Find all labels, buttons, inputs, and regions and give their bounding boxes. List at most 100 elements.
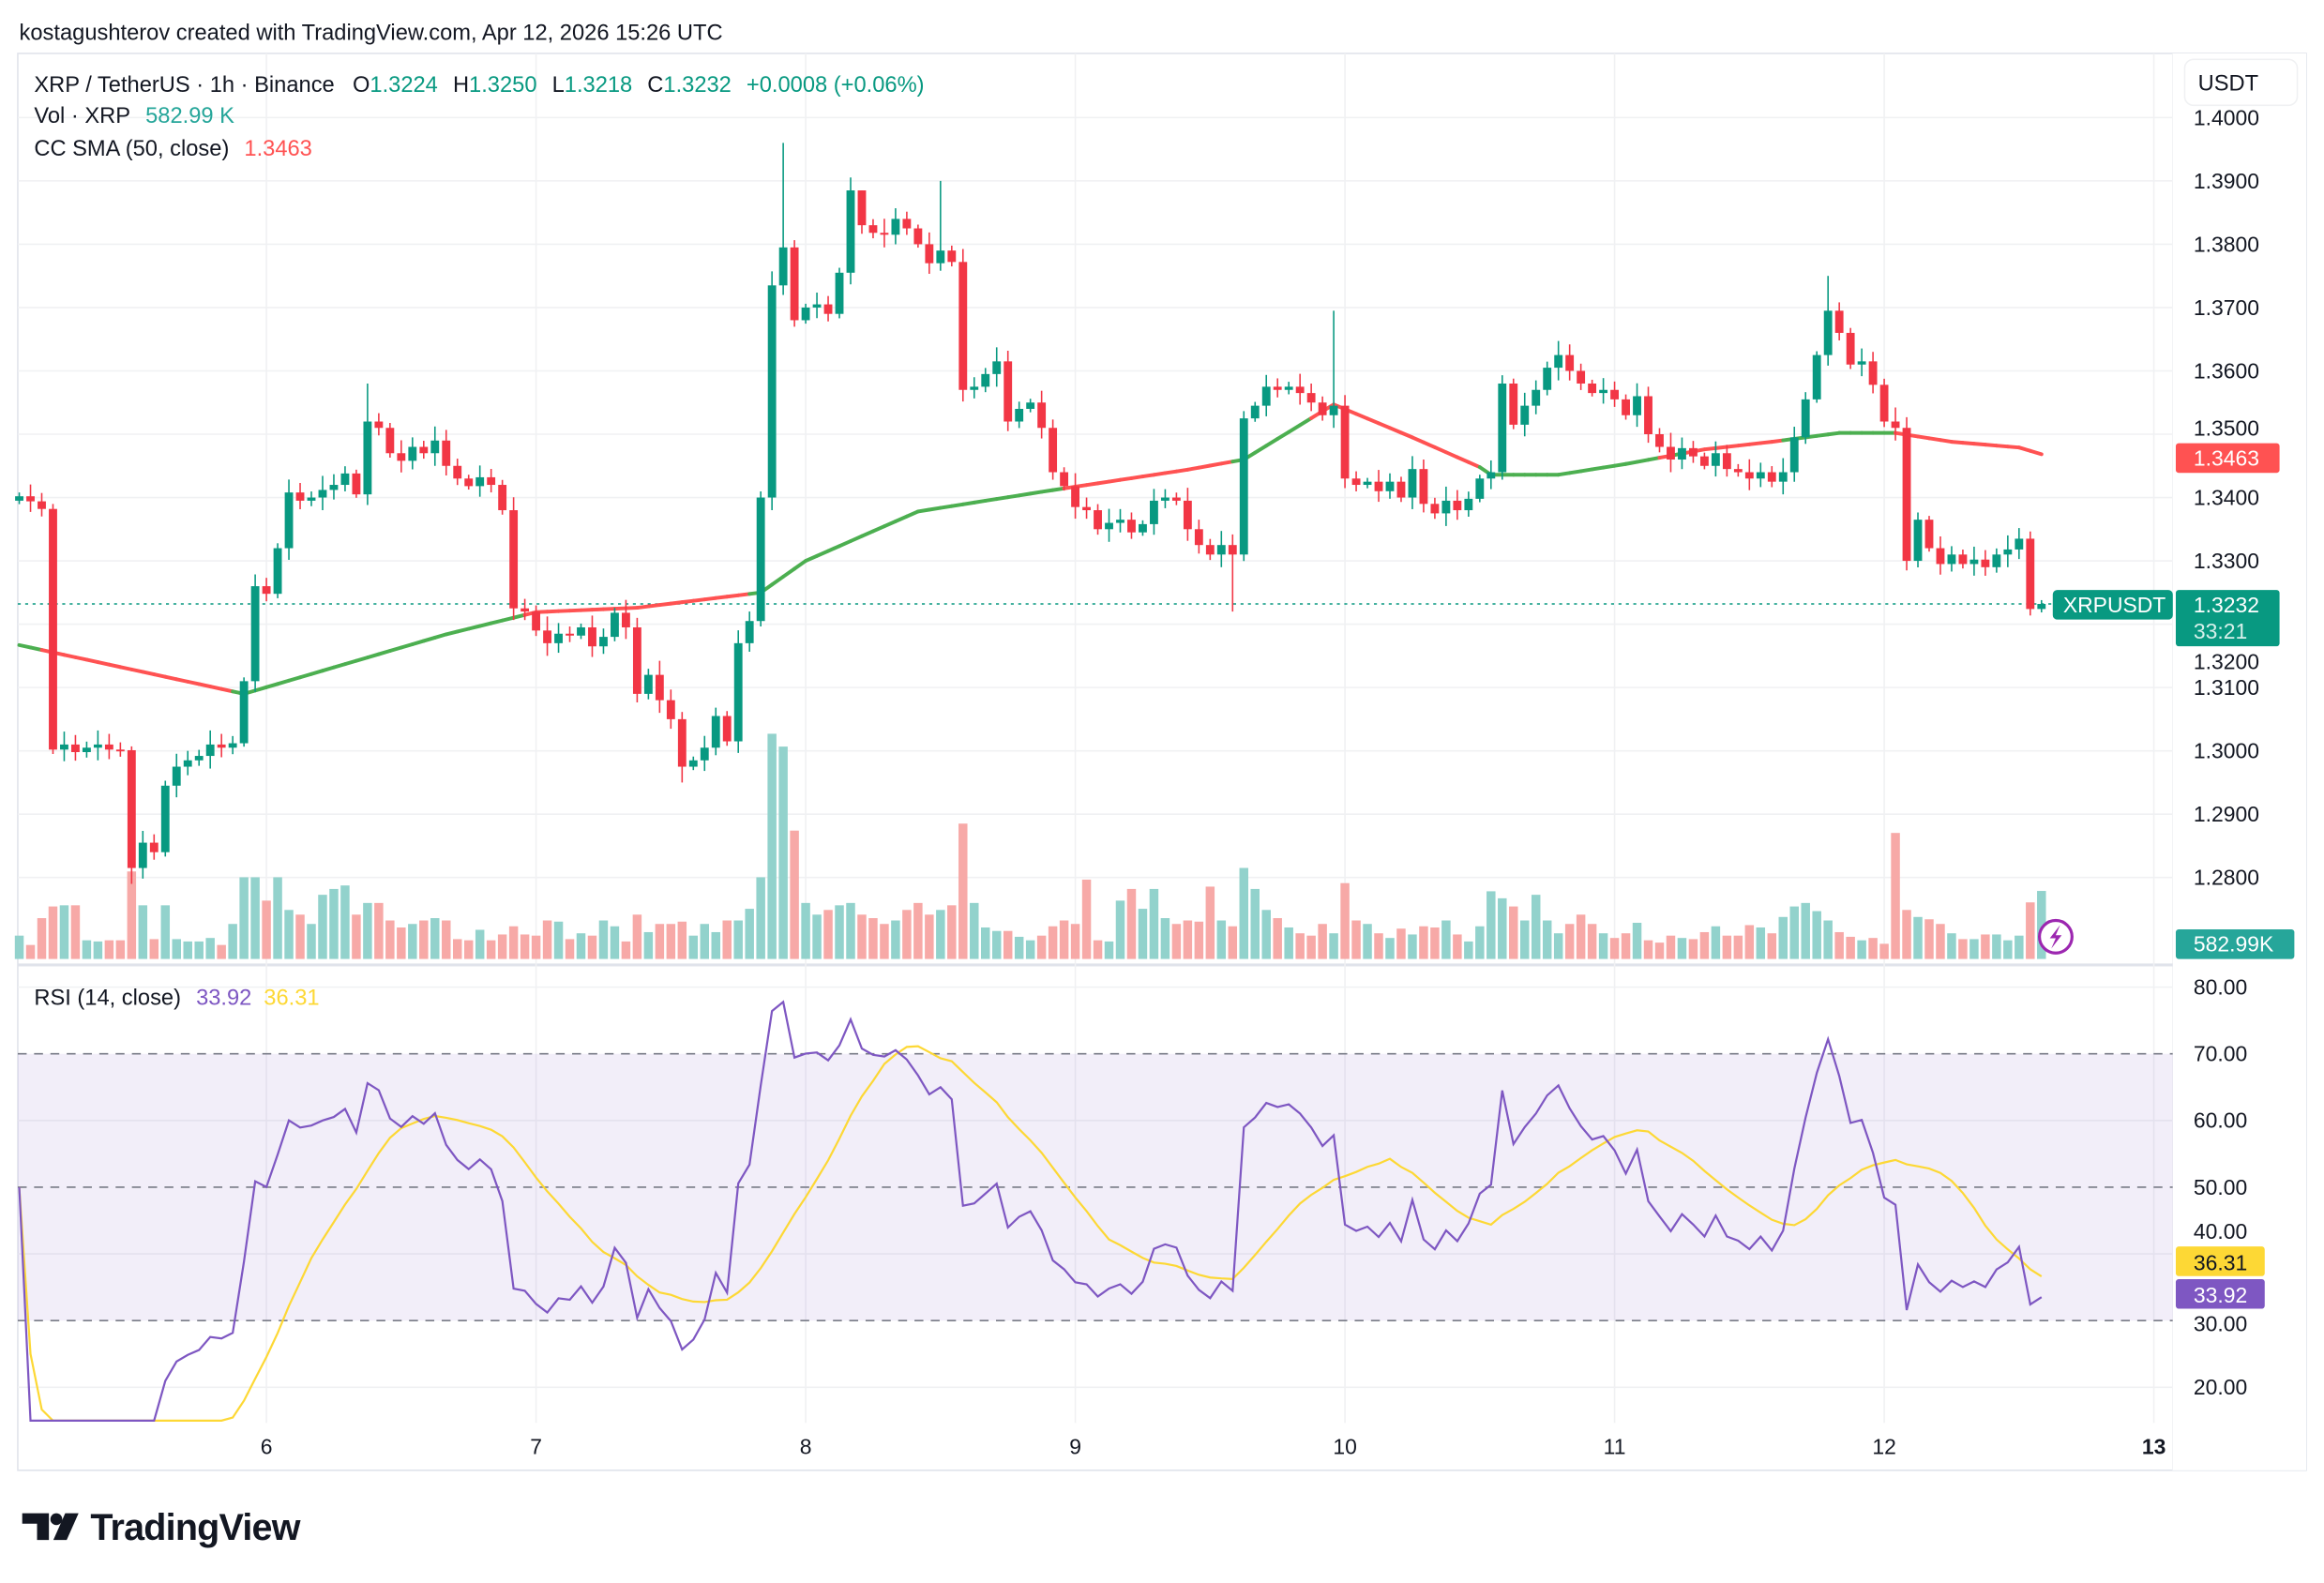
rsi-tick-label: 50.00 [2194,1175,2247,1199]
volume-bar [1564,924,1575,959]
candle [2003,535,2013,567]
sma-segment [1826,430,1842,437]
candle-body [1127,520,1136,533]
volume-bar [1902,910,1911,959]
candle-body [340,473,350,486]
sma-segment [152,672,168,679]
candle [1194,520,1203,554]
time-axis[interactable]: 6 7 8 9 10 11 12 13 [261,1434,2166,1458]
candle-body [913,228,923,245]
price-tick-label: 1.3200 [2194,649,2259,673]
candle [1846,327,1855,369]
candle [1801,392,1810,445]
candle [1767,466,1776,488]
candle-body [38,501,46,509]
legend-symbol: XRP / TetherUS · 1h · Binance [34,73,334,98]
volume-bar [2015,935,2024,959]
volume-bar [1643,940,1653,959]
sma-segment [287,675,302,683]
candle-body [790,247,799,321]
candle [1699,452,1709,470]
price-badge-text: 1.3232 [2194,593,2259,617]
sma-segment [1366,416,1381,426]
volume-bar [1419,926,1428,959]
candle-body [1936,548,1945,565]
volume-bar [520,934,530,959]
candle [149,834,158,860]
candle [1026,399,1035,413]
volume-bar [733,920,743,959]
candle-body [307,497,316,501]
candle [49,504,57,755]
volume-bar [745,909,754,959]
sma-segment [208,685,224,691]
rsi-value: 33.92 [196,987,251,1011]
sma-segment [1039,488,1055,494]
candle [228,735,237,755]
candle [823,295,833,322]
candle-body [1396,481,1406,498]
candle [1969,546,1979,576]
volume-bar [1093,940,1103,959]
candle [1408,456,1417,509]
candle-body [26,496,35,502]
volume-bar [688,935,699,959]
candle-body [217,744,226,748]
candle [205,730,215,769]
volume-bar [565,939,575,959]
volume-bar [93,941,103,959]
candle-body [509,510,519,609]
candle [846,177,855,285]
candle-body [329,485,339,490]
candle [1744,459,1754,490]
candle-body [2015,538,2024,550]
sma-segment [1174,467,1190,474]
volume-bar [576,933,586,959]
candle-body [1071,486,1080,507]
sma-segment [1421,440,1437,449]
sma-segment [432,632,448,640]
candle [745,611,754,652]
volume-bar [1654,942,1665,959]
candle-body [1823,310,1833,355]
lightning-icon[interactable] [2037,918,2074,955]
volume-bar [1632,923,1642,959]
day-tick-label: 10 [1333,1434,1356,1458]
sma-segment [1815,432,1831,438]
sma-segment [1264,437,1280,448]
legend-sma[interactable]: CC SMA (50, close) 1.3463 [34,137,312,161]
sma-segment [96,660,112,667]
candle-body [475,476,485,487]
candle [1667,432,1675,473]
candle-body [1801,399,1810,438]
candle-body [419,446,429,454]
volume-bar [1453,934,1462,959]
volume-bar [868,918,878,959]
sma-segment [635,604,651,611]
candle-body [1711,453,1720,466]
volume-bar [2003,940,2013,959]
candle [363,383,372,505]
legend-rsi[interactable]: RSI (14, close) 33.92 36.31 [34,987,319,1011]
tradingview-logo[interactable]: TradingView [22,1507,302,1548]
sma-segment [1927,436,1942,443]
sma-segment [342,658,358,667]
currency-button[interactable] [2183,58,2299,107]
candle [509,497,519,621]
legend-volume[interactable]: Vol · XRP 582.99 K [34,104,234,128]
candle-body [1498,383,1507,473]
volume-bar [1823,920,1833,959]
candle [1037,390,1047,439]
price-axis[interactable] [2172,53,2307,1470]
volume-bar [508,926,519,959]
sma-segment [601,607,617,611]
candles[interactable] [15,143,2046,884]
sma-segment [792,559,808,571]
volume-bar [981,927,990,959]
volume-bar [655,924,665,959]
sma-segment [331,662,347,670]
candle [543,616,551,656]
candle-body [936,250,945,264]
candle-body [947,250,957,263]
